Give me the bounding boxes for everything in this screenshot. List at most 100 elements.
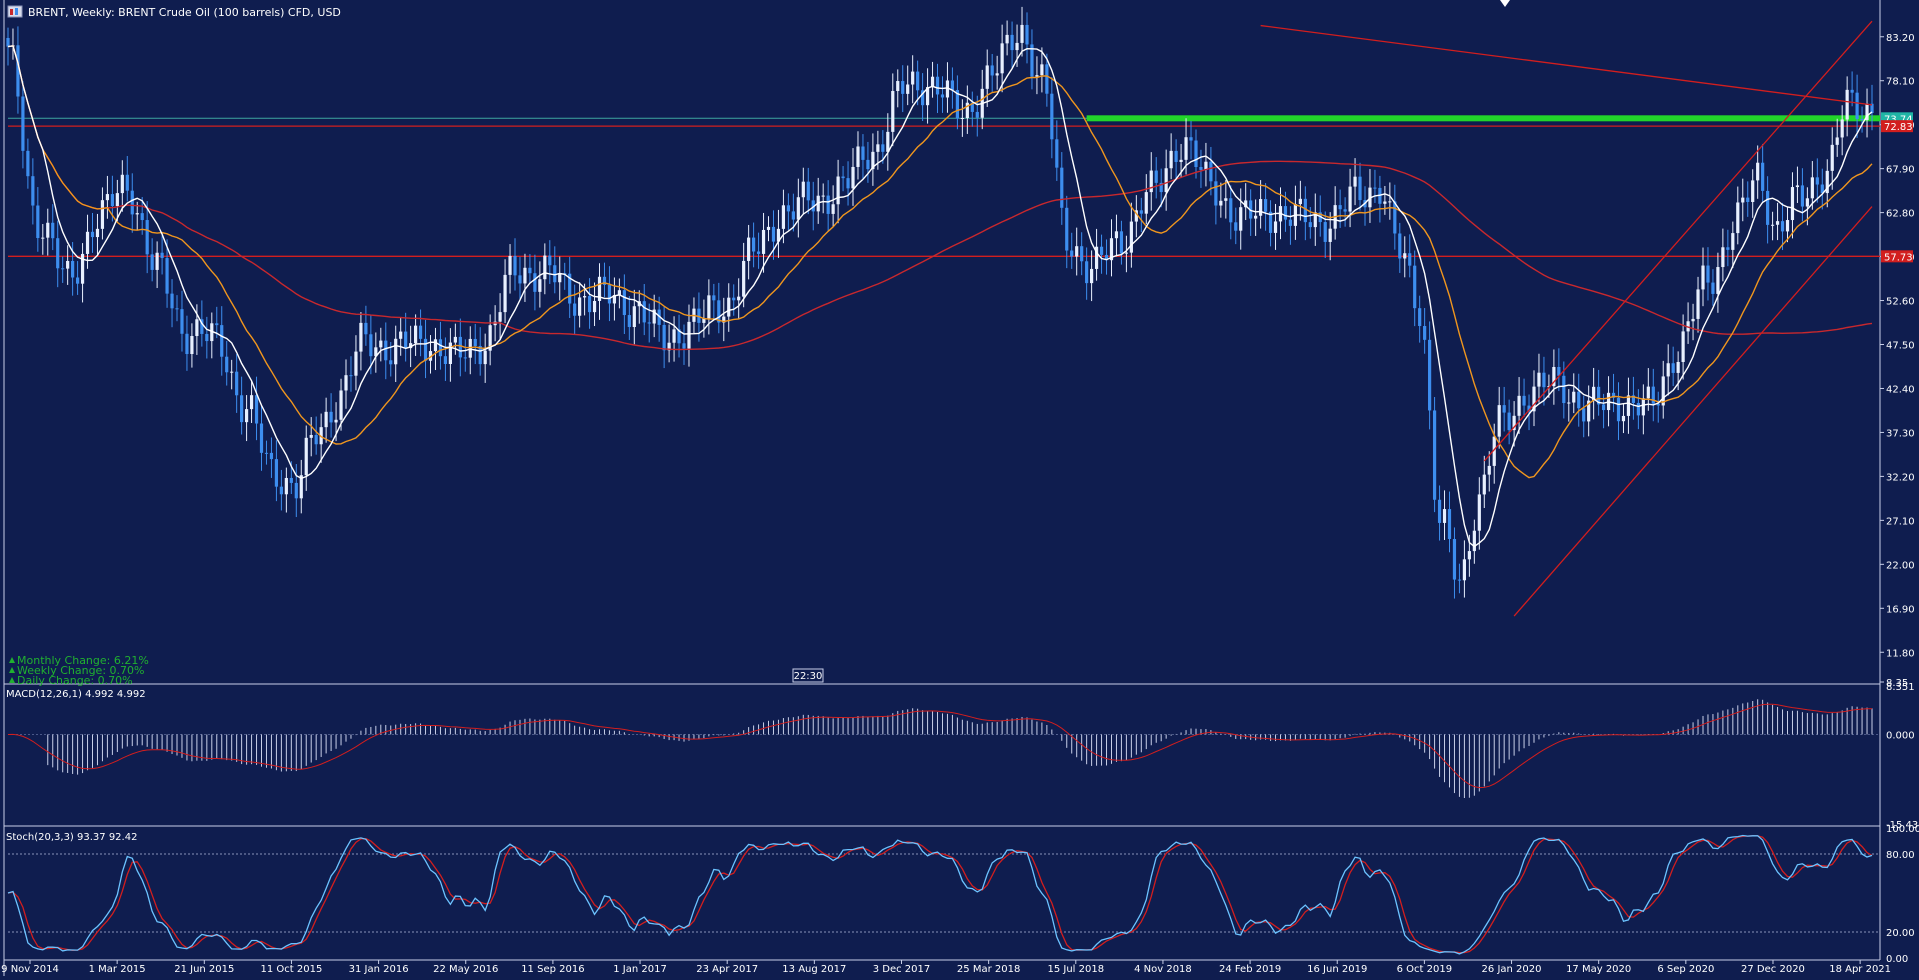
candle-body — [349, 375, 353, 377]
candle-body — [781, 205, 786, 229]
candle-body — [627, 315, 631, 328]
candle-body — [1676, 361, 1680, 373]
candle-body — [100, 200, 105, 229]
candle-body — [1537, 372, 1541, 387]
candle-body — [1005, 34, 1009, 44]
candle-body — [940, 94, 945, 98]
candle-body — [1437, 499, 1442, 523]
candle-body — [394, 338, 398, 365]
candle-body — [1587, 400, 1591, 422]
macd-tick-label: 8.351 — [1886, 682, 1915, 693]
candle-body — [46, 222, 50, 238]
candle-body — [573, 303, 577, 316]
candle-body — [463, 357, 467, 359]
candle-body — [582, 296, 587, 298]
candle-body — [1780, 221, 1785, 232]
time-tick-label: 6 Sep 2020 — [1657, 964, 1714, 975]
daily-change: Daily Change: 0.70% — [17, 674, 133, 687]
candle-body — [1462, 559, 1467, 581]
candle-body — [1204, 161, 1208, 170]
symbol-icon[interactable] — [7, 5, 23, 18]
candle-body — [1761, 162, 1765, 191]
candle-body — [1303, 198, 1307, 223]
candle-body — [220, 325, 224, 357]
macd-tick-label: 0.000 — [1886, 730, 1915, 741]
candle-body — [1154, 170, 1158, 183]
time-axis[interactable]: 9 Nov 2014 1 Mar 2015 21 Jun 2015 11 Oct 20… — [1, 960, 1891, 975]
candle-body — [1557, 366, 1561, 376]
candle-body — [1323, 222, 1327, 242]
time-tick-label: 11 Oct 2015 — [261, 964, 323, 975]
price-tick-label: 47.50 — [1886, 341, 1915, 352]
time-tick-label: 13 Aug 2017 — [782, 964, 846, 975]
candle-body — [1701, 265, 1705, 290]
candle-body — [766, 226, 771, 230]
candle-body — [558, 273, 562, 283]
candle-body — [95, 228, 100, 238]
candle-body — [1000, 43, 1004, 74]
candle-body — [1164, 168, 1168, 193]
candle-body — [364, 322, 368, 335]
candle-body — [71, 260, 75, 278]
candle-body — [935, 76, 940, 95]
candle-body — [1139, 210, 1143, 214]
candle-body — [533, 273, 537, 292]
candle-body — [488, 325, 492, 351]
candle-body — [1775, 221, 1780, 225]
candle-body — [1065, 207, 1069, 251]
candle-body — [1094, 246, 1099, 269]
candle-body — [190, 336, 194, 355]
up-triangle-icon — [9, 677, 15, 683]
candle-body — [344, 375, 348, 391]
candle-body — [1467, 551, 1471, 560]
candle-body — [518, 275, 522, 284]
change-stats: Monthly Change: 6.21% Weekly Change: 0.7… — [9, 654, 149, 687]
candle-body — [1472, 530, 1476, 552]
candle-body — [1134, 210, 1138, 222]
time-tick-label: 3 Dec 2017 — [873, 964, 931, 975]
candle-body — [1179, 159, 1183, 162]
candle-body — [1085, 261, 1089, 284]
candle-body — [1835, 137, 1839, 145]
candle-body — [1711, 282, 1715, 294]
stochastic-lines — [7, 834, 1880, 955]
candle-body — [264, 452, 269, 454]
candle-body — [1661, 376, 1665, 406]
candle-body — [1477, 494, 1481, 531]
candle-body — [1666, 363, 1670, 377]
candle-body — [80, 253, 85, 284]
candle-body — [1144, 192, 1148, 214]
candle-body — [1492, 436, 1496, 466]
candle-body — [851, 166, 855, 189]
price-tick-label: 37.30 — [1886, 428, 1915, 439]
candle-body — [61, 268, 65, 270]
candle-body — [1239, 207, 1243, 231]
candle-body — [1447, 509, 1452, 539]
candle-body — [1358, 176, 1362, 201]
candle-body — [1651, 386, 1655, 404]
candle-body — [826, 195, 830, 214]
candle-body — [1273, 221, 1278, 233]
candle-body — [36, 205, 40, 239]
candle-body — [1830, 144, 1834, 171]
macd-tick-label: -15.430 — [1886, 820, 1919, 831]
candle-body — [801, 181, 805, 198]
time-tick-label: 17 May 2020 — [1566, 964, 1631, 975]
candle-body — [548, 255, 552, 266]
candle-body — [120, 174, 124, 194]
scroll-marker-icon[interactable] — [1500, 0, 1510, 7]
candle-body — [652, 309, 656, 324]
candle-body — [776, 228, 781, 242]
candle-body — [1532, 386, 1536, 412]
candle-body — [1428, 339, 1432, 411]
candle-body — [682, 343, 686, 349]
candle-body — [105, 194, 110, 201]
candle-body — [1795, 185, 1800, 188]
candle-body — [374, 347, 378, 357]
candle-body — [1855, 92, 1859, 119]
candle-body — [478, 346, 482, 365]
candle-body — [230, 371, 234, 373]
